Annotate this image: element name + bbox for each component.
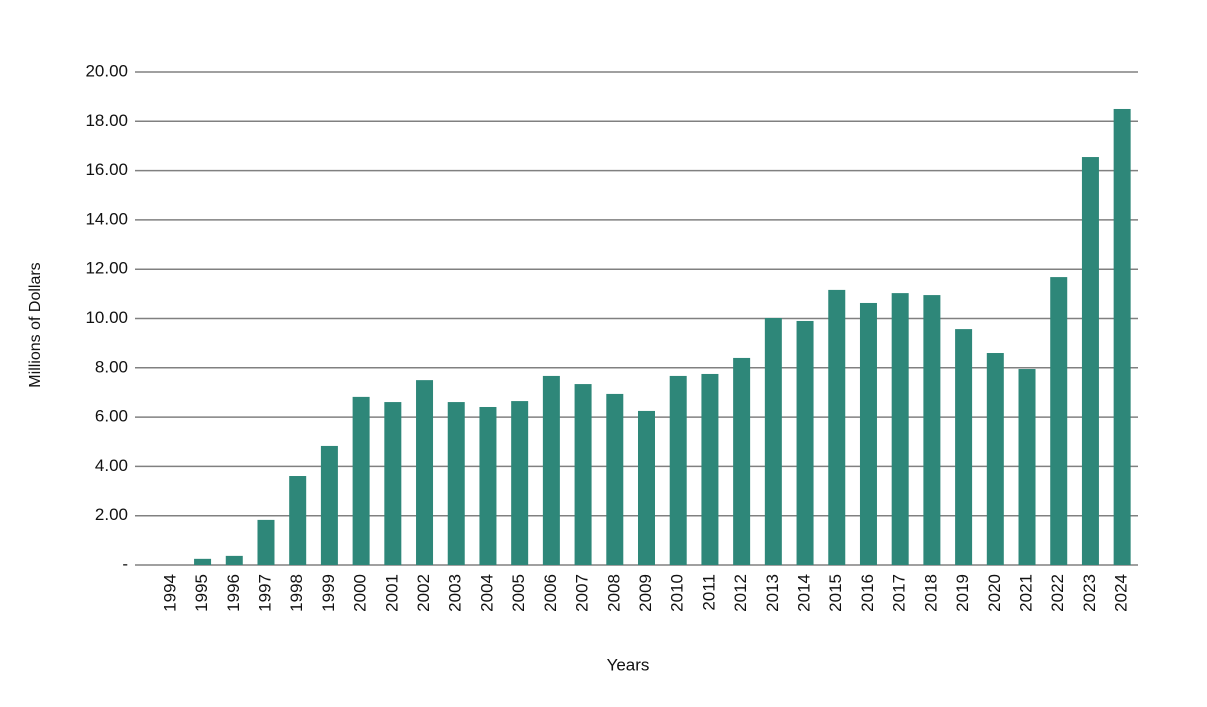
bar bbox=[225, 555, 243, 565]
x-tick-label: 1995 bbox=[192, 574, 211, 612]
y-tick-label: 2.00 bbox=[95, 505, 128, 524]
x-tick-label: 2017 bbox=[890, 574, 909, 612]
bar bbox=[859, 302, 877, 565]
y-tick-label: 10.00 bbox=[85, 308, 128, 327]
bar bbox=[733, 357, 751, 565]
bar bbox=[923, 295, 941, 565]
bar bbox=[701, 373, 719, 565]
bar bbox=[352, 396, 370, 565]
bar bbox=[1050, 277, 1068, 565]
y-tick-label: - bbox=[122, 554, 128, 573]
x-tick-label: 1996 bbox=[224, 574, 243, 612]
bar bbox=[574, 384, 592, 565]
x-tick-label: 2019 bbox=[953, 574, 972, 612]
x-tick-label: 2022 bbox=[1048, 574, 1067, 612]
x-tick-label: 1994 bbox=[160, 574, 179, 612]
bar bbox=[257, 519, 275, 565]
x-tick-label: 2000 bbox=[351, 574, 370, 612]
x-axis-label: Years bbox=[607, 655, 650, 674]
bar bbox=[986, 353, 1004, 565]
y-tick-label: 20.00 bbox=[85, 61, 128, 80]
bar bbox=[955, 329, 973, 565]
x-tick-label: 2023 bbox=[1080, 574, 1099, 612]
bar bbox=[891, 293, 909, 565]
x-tick-label: 2001 bbox=[382, 574, 401, 612]
bar bbox=[384, 402, 402, 565]
x-tick-label: 2010 bbox=[668, 574, 687, 612]
bar bbox=[1018, 369, 1036, 565]
bar bbox=[416, 380, 434, 565]
x-tick-label: 1999 bbox=[319, 574, 338, 612]
x-tick-label: 2020 bbox=[985, 574, 1004, 612]
bar bbox=[194, 558, 212, 565]
y-tick-label: 16.00 bbox=[85, 160, 128, 179]
x-tick-label: 2021 bbox=[1017, 574, 1036, 612]
bar bbox=[320, 445, 338, 565]
x-tick-label: 2024 bbox=[1112, 574, 1131, 612]
bar bbox=[289, 476, 307, 565]
bar bbox=[511, 401, 529, 565]
bar bbox=[542, 375, 560, 565]
y-tick-label: 4.00 bbox=[95, 456, 128, 475]
bar bbox=[638, 410, 655, 565]
x-tick-label: 2004 bbox=[477, 574, 496, 612]
x-tick-label: 2009 bbox=[636, 574, 655, 612]
x-tick-label: 2008 bbox=[604, 574, 623, 612]
x-tick-label: 2013 bbox=[763, 574, 782, 612]
x-tick-label: 2011 bbox=[699, 574, 718, 611]
bar bbox=[1081, 157, 1099, 566]
x-tick-label: 1998 bbox=[287, 574, 306, 612]
x-tick-label: 2018 bbox=[921, 574, 940, 612]
bar bbox=[1113, 108, 1131, 565]
bar bbox=[796, 320, 814, 565]
x-tick-label: 2015 bbox=[826, 574, 845, 612]
x-tick-label: 2014 bbox=[795, 574, 814, 612]
y-tick-label: 8.00 bbox=[95, 357, 128, 376]
y-tick-label: 12.00 bbox=[85, 259, 128, 278]
x-tick-label: 2012 bbox=[731, 574, 750, 612]
x-tick-label: 2006 bbox=[541, 574, 560, 612]
x-tick-label: 2003 bbox=[446, 574, 465, 612]
y-axis-label: Millions of Dollars bbox=[27, 262, 44, 387]
y-tick-label: 18.00 bbox=[85, 111, 128, 130]
x-tick-label: 2016 bbox=[858, 574, 877, 612]
bar bbox=[828, 289, 846, 565]
x-tick-label: 2002 bbox=[414, 574, 433, 612]
bar bbox=[669, 375, 687, 565]
x-tick-label: 2007 bbox=[573, 574, 592, 612]
bar bbox=[764, 318, 782, 565]
bar bbox=[606, 393, 624, 565]
x-tick-label: 1997 bbox=[255, 574, 274, 612]
y-tick-label: 6.00 bbox=[95, 407, 128, 426]
x-tick-label: 2005 bbox=[509, 574, 528, 612]
bar bbox=[479, 406, 497, 565]
bar bbox=[447, 402, 465, 565]
y-tick-label: 14.00 bbox=[85, 209, 128, 228]
